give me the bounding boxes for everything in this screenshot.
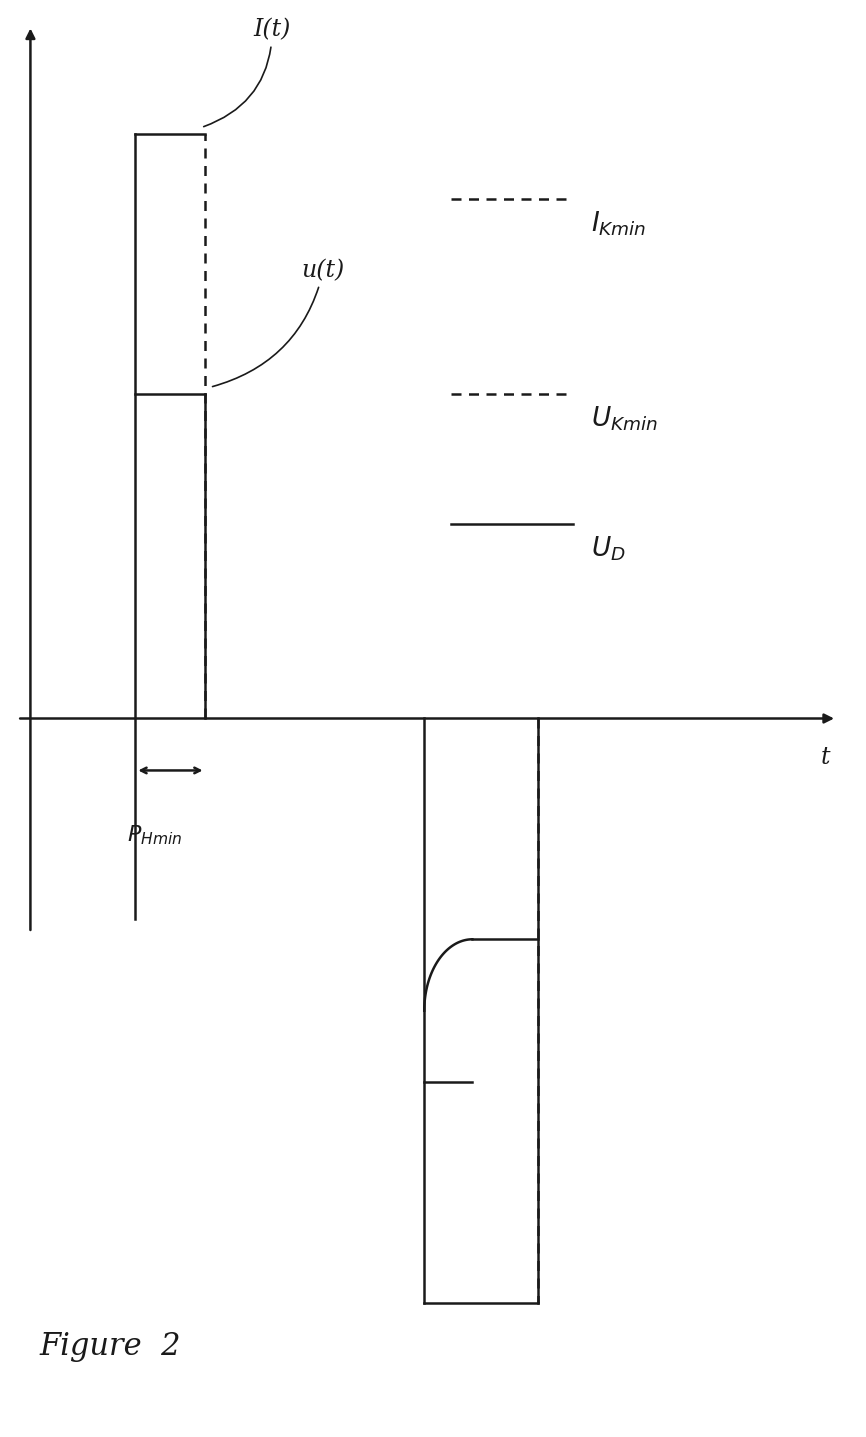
Text: $I_{Kmin}$: $I_{Kmin}$ xyxy=(591,210,646,239)
Text: t: t xyxy=(820,746,830,769)
Text: Figure  2: Figure 2 xyxy=(39,1331,181,1362)
Text: u(t): u(t) xyxy=(212,259,345,387)
Text: $U_{Kmin}$: $U_{Kmin}$ xyxy=(591,404,657,433)
Text: $P_{Hmin}$: $P_{Hmin}$ xyxy=(126,823,182,848)
Text: $U_D$: $U_D$ xyxy=(591,535,625,563)
Text: I(t): I(t) xyxy=(204,19,291,126)
